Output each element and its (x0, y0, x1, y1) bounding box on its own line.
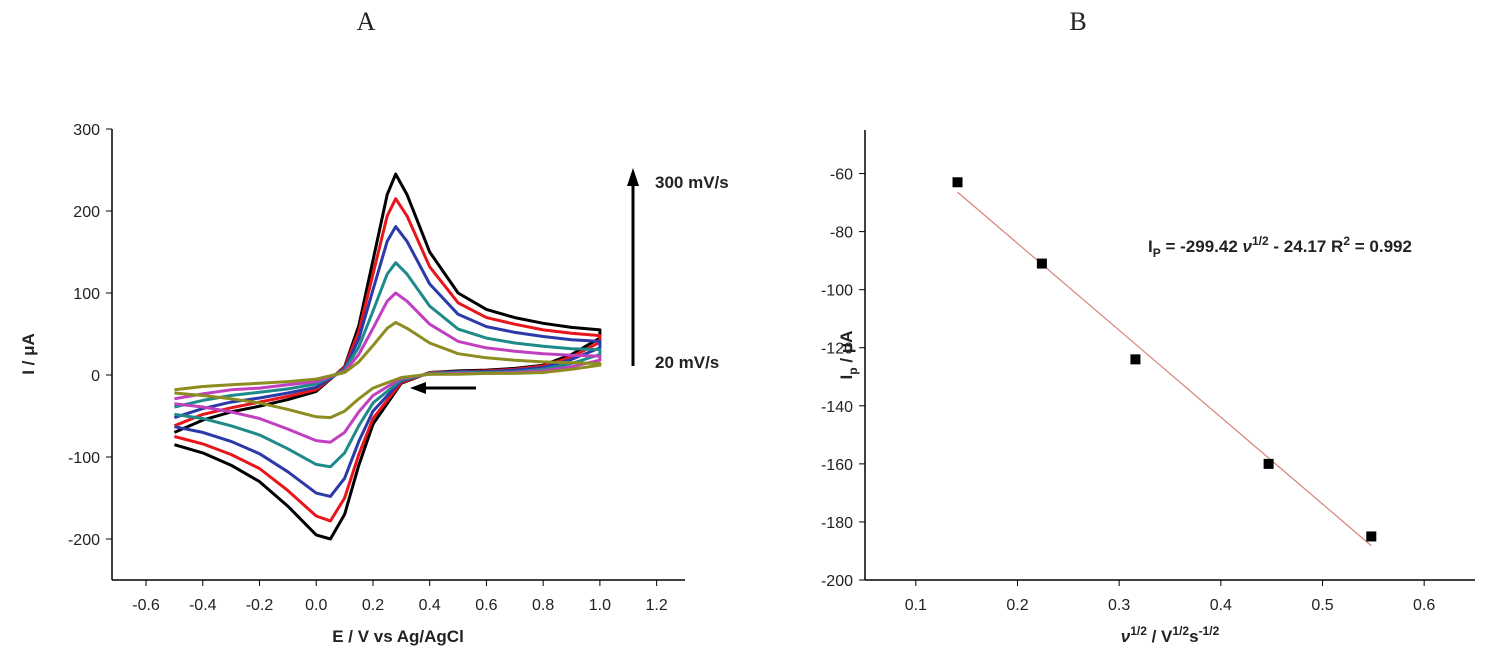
text-part: p (846, 367, 860, 374)
axis-title: ν1/2 / V1/2s-1/2 (1121, 624, 1220, 646)
y-tick-label: -120 (821, 341, 853, 358)
x-tick-label: -0.2 (246, 597, 274, 614)
y-tick-label: -160 (821, 457, 853, 474)
cv-curve (173, 172, 602, 541)
annotation: 20 mV/s (655, 353, 719, 372)
y-tick-label: -140 (821, 399, 853, 416)
y-tick-label: -60 (830, 167, 853, 184)
x-tick-label: 0.2 (1006, 597, 1028, 614)
text-part: / V (1147, 627, 1173, 646)
y-tick-label: 300 (73, 122, 100, 139)
text-part: ν (1243, 237, 1253, 256)
x-tick-label: 0.8 (532, 597, 554, 614)
text-part: 2 (1343, 234, 1350, 248)
y-tick-label: 200 (73, 204, 100, 221)
text-part: = 0.992 (1350, 237, 1412, 256)
cv-curve (174, 321, 602, 420)
text-part: ν (1121, 627, 1131, 646)
x-tick-label: 1.0 (589, 597, 611, 614)
text-part: 1/2 (1172, 624, 1189, 638)
x-tick-label: 0.1 (905, 597, 927, 614)
y-tick-label: 100 (73, 286, 100, 303)
arrow-head (627, 168, 639, 186)
panel-title: B (1069, 7, 1086, 36)
x-tick-label: 0.2 (362, 597, 384, 614)
text-part: s (1189, 627, 1198, 646)
text-part: = -299.42 (1161, 237, 1243, 256)
x-tick-label: 0.4 (1210, 597, 1232, 614)
data-point (1130, 354, 1141, 365)
x-tick-label: 0.6 (475, 597, 497, 614)
y-tick-label: -200 (68, 532, 100, 549)
text-part: / μA (837, 331, 856, 368)
text-part: P (1153, 246, 1161, 260)
y-tick-label: -200 (821, 573, 853, 590)
x-tick-label: 0.6 (1413, 597, 1435, 614)
y-tick-label: -80 (830, 225, 853, 242)
x-tick-label: 0.5 (1311, 597, 1333, 614)
fit-line (957, 191, 1372, 547)
y-tick-label: -100 (821, 283, 853, 300)
annotation: 300 mV/s (655, 173, 729, 192)
y-tick-label: -100 (68, 450, 100, 467)
text-part: I (1148, 237, 1153, 256)
x-tick-label: 0.4 (419, 597, 441, 614)
text-part: - 24.17 R (1269, 237, 1344, 256)
text-part: I (837, 375, 856, 380)
data-point (1263, 458, 1274, 469)
text-part: -1/2 (1199, 624, 1220, 638)
y-tick-label: 0 (91, 368, 100, 385)
arrow-head (410, 382, 426, 394)
cv-curve (173, 197, 602, 523)
data-point (952, 177, 963, 188)
panel-title: A (357, 7, 376, 36)
x-tick-label: 1.2 (646, 597, 668, 614)
data-point (1366, 531, 1377, 542)
x-tick-label: 0.0 (305, 597, 327, 614)
x-tick-label: 0.3 (1108, 597, 1130, 614)
axis-title: Ip / μA (837, 331, 860, 380)
text-part: 1/2 (1130, 624, 1147, 638)
x-tick-label: -0.6 (132, 597, 160, 614)
text-part: 1/2 (1252, 234, 1269, 248)
y-tick-label: -180 (821, 515, 853, 532)
data-point (1036, 258, 1047, 269)
x-axis-title: E / V vs Ag/AgCl (332, 627, 464, 646)
y-axis-title: I / μA (19, 333, 38, 375)
axis-title: IP = -299.42 ν1/2 - 24.17 R2 = 0.992 (1148, 234, 1412, 260)
x-tick-label: -0.4 (189, 597, 217, 614)
